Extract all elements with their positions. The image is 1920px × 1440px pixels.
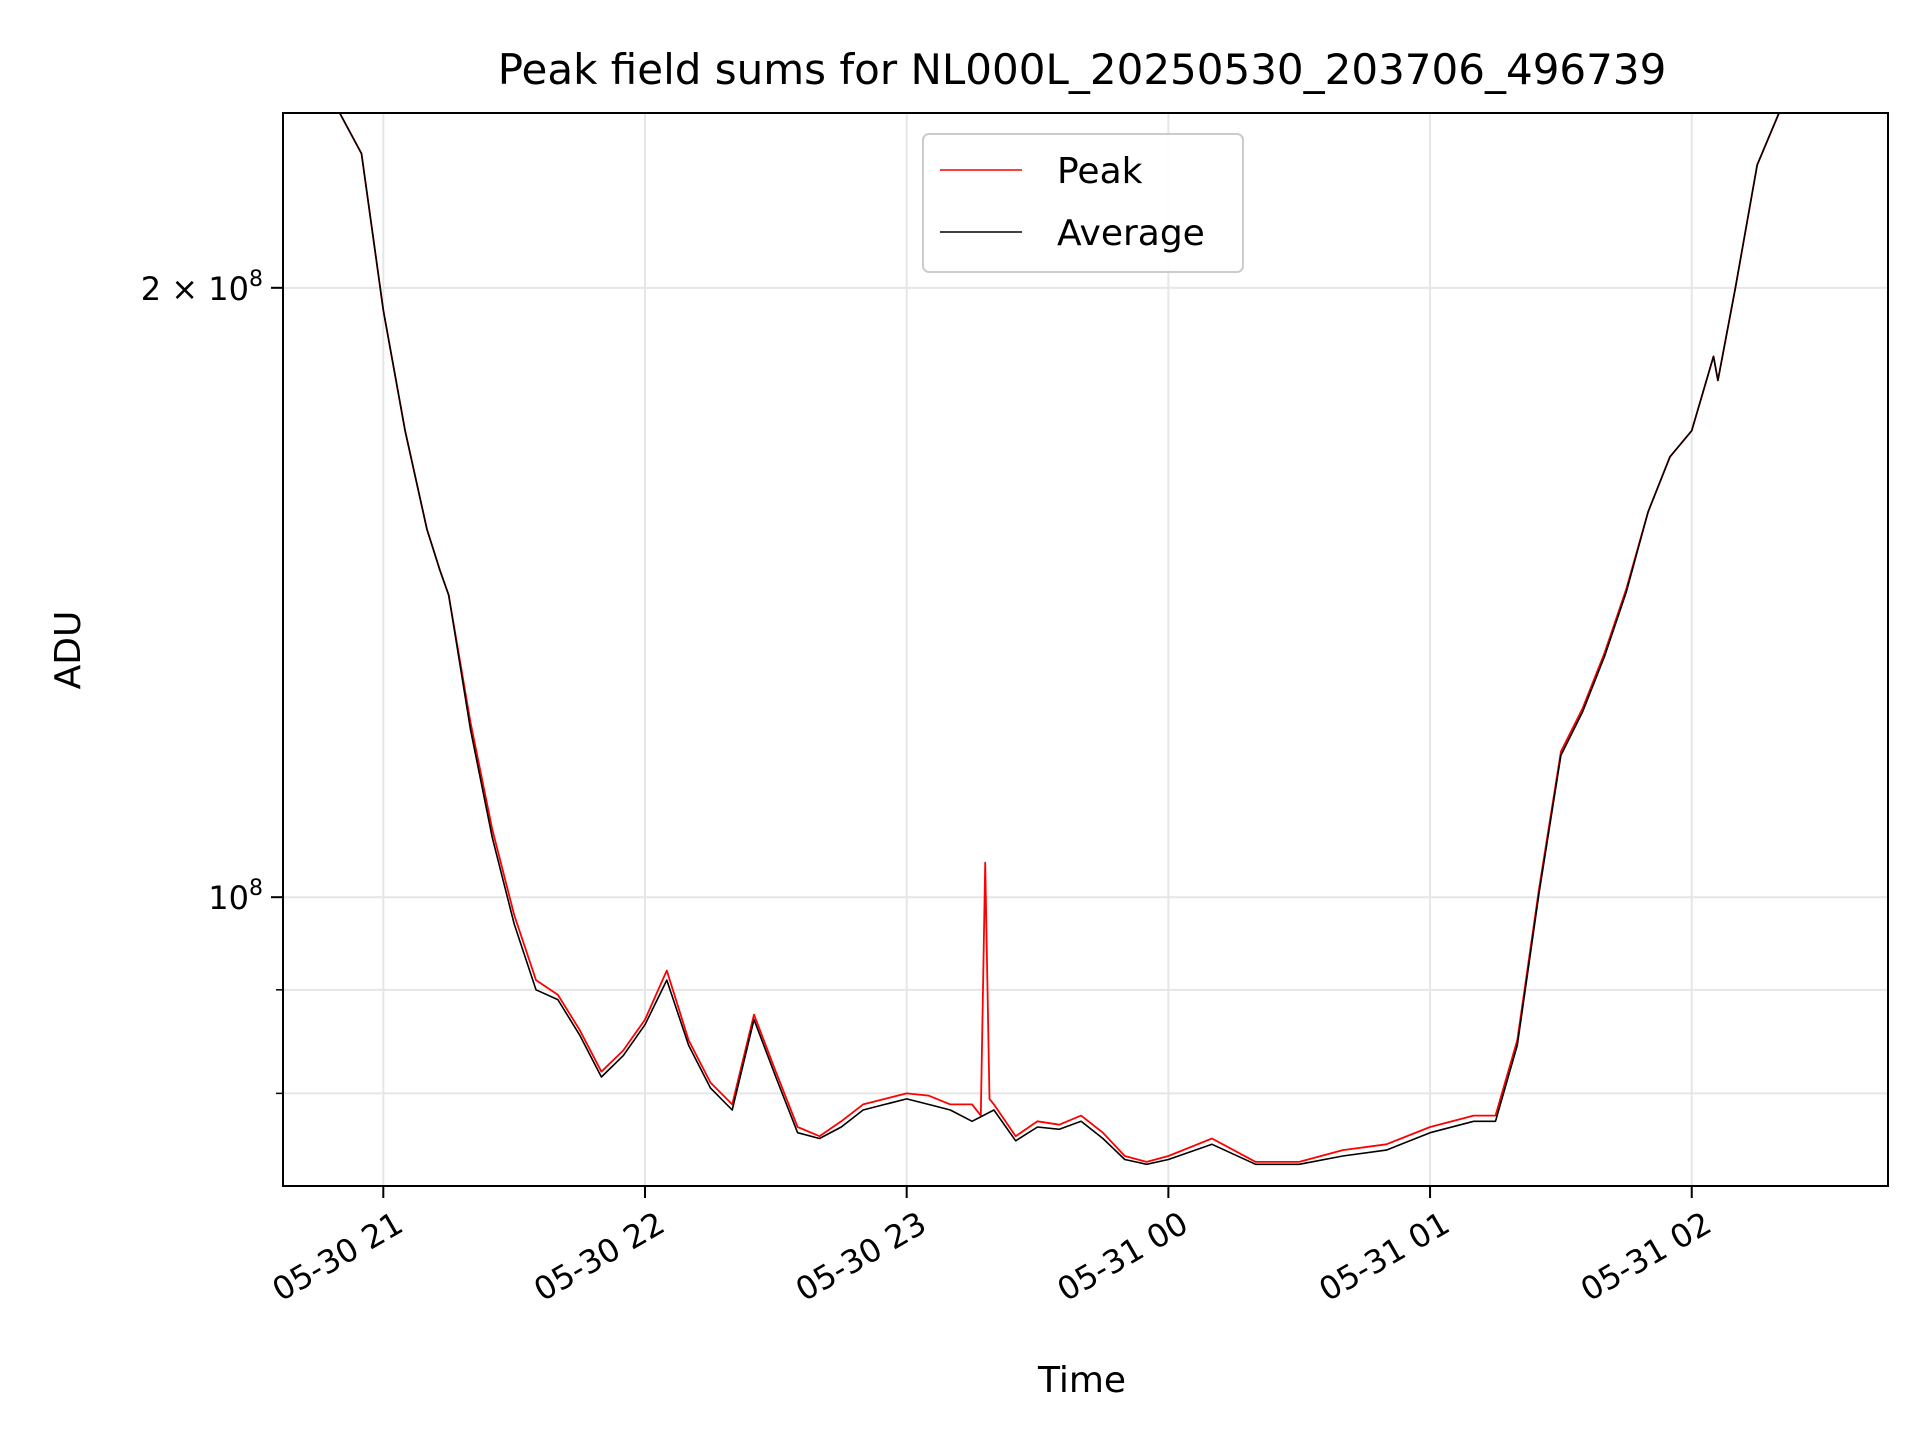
y-axis-label: ADU xyxy=(48,611,89,690)
series-line-average xyxy=(283,113,1888,1166)
y-tick-label: 108 xyxy=(208,876,263,917)
legend-box xyxy=(922,133,1244,273)
plot-area-frame xyxy=(282,112,1889,1187)
series-layer xyxy=(283,113,1888,1166)
legend-label-peak: Peak xyxy=(1057,151,1143,192)
series-line-peak xyxy=(283,113,1888,1163)
grid-lines xyxy=(283,113,1888,1186)
chart-title: Peak field sums for NL000L_20250530_2037… xyxy=(498,45,1667,94)
y-axis: 108 2 × 108 xyxy=(141,267,283,1095)
x-axis-label: Time xyxy=(1037,1360,1126,1401)
legend: Peak Average xyxy=(922,133,1244,273)
legend-label-average: Average xyxy=(1057,213,1205,254)
y-tick-label: 2 × 108 xyxy=(141,267,263,308)
